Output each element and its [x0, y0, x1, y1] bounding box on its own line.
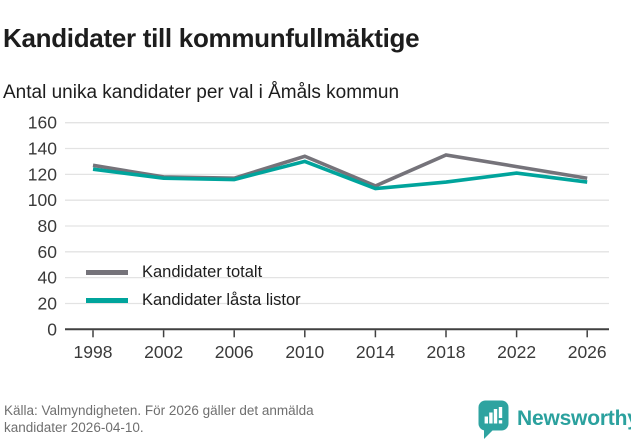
x-axis-tick-label: 2014 — [356, 342, 395, 362]
page-subtitle: Antal unika kandidater per val i Åmåls k… — [3, 81, 400, 103]
y-axis-tick-label: 20 — [38, 293, 58, 313]
x-axis-tick-label: 2002 — [144, 342, 183, 362]
chart-legend: Kandidater totalt Kandidater låsta listo… — [86, 263, 301, 310]
legend-item-lasta-listor: Kandidater låsta listor — [86, 291, 301, 310]
legend-label-lasta-listor: Kandidater låsta listor — [142, 291, 301, 309]
y-axis-tick-label: 120 — [28, 164, 57, 184]
newsworthy-brand-text: Newsworthy — [517, 407, 631, 430]
source-note: Källa: Valmyndigheten. För 2026 gäller d… — [4, 402, 464, 436]
x-axis-tick-label: 2026 — [568, 342, 607, 362]
legend-swatch-total — [86, 270, 128, 275]
data-line-lasta-listor — [92, 159, 588, 191]
bar-chart-bubble-icon — [478, 400, 509, 439]
legend-swatch-lasta-listor — [86, 298, 128, 303]
x-axis-tick-label: 2006 — [215, 342, 254, 362]
source-note-line1: Källa: Valmyndigheten. För 2026 gäller d… — [4, 403, 314, 418]
x-axis-tick-label: 2022 — [497, 342, 536, 362]
y-axis-tick-label: 0 — [47, 319, 57, 339]
page-title: Kandidater till kommunfullmäktige — [3, 23, 420, 54]
newsworthy-logo[interactable]: Newsworthy — [477, 399, 631, 439]
y-axis-tick-label: 140 — [28, 139, 57, 159]
x-axis-tick-label: 1998 — [74, 342, 113, 362]
y-axis-tick-label: 60 — [38, 242, 58, 262]
data-line-totalt — [92, 153, 588, 188]
y-axis-tick-label: 100 — [28, 190, 57, 210]
y-axis-tick-label: 160 — [28, 113, 57, 133]
legend-item-total: Kandidater totalt — [86, 263, 301, 282]
source-note-line2: kandidater 2026-04-10. — [4, 420, 144, 435]
y-axis-tick-label: 80 — [38, 216, 58, 236]
legend-label-total: Kandidater totalt — [142, 263, 263, 281]
y-axis-tick-label: 40 — [38, 268, 58, 288]
x-axis-tick-label: 2010 — [285, 342, 324, 362]
x-axis-tick-label: 2018 — [427, 342, 466, 362]
